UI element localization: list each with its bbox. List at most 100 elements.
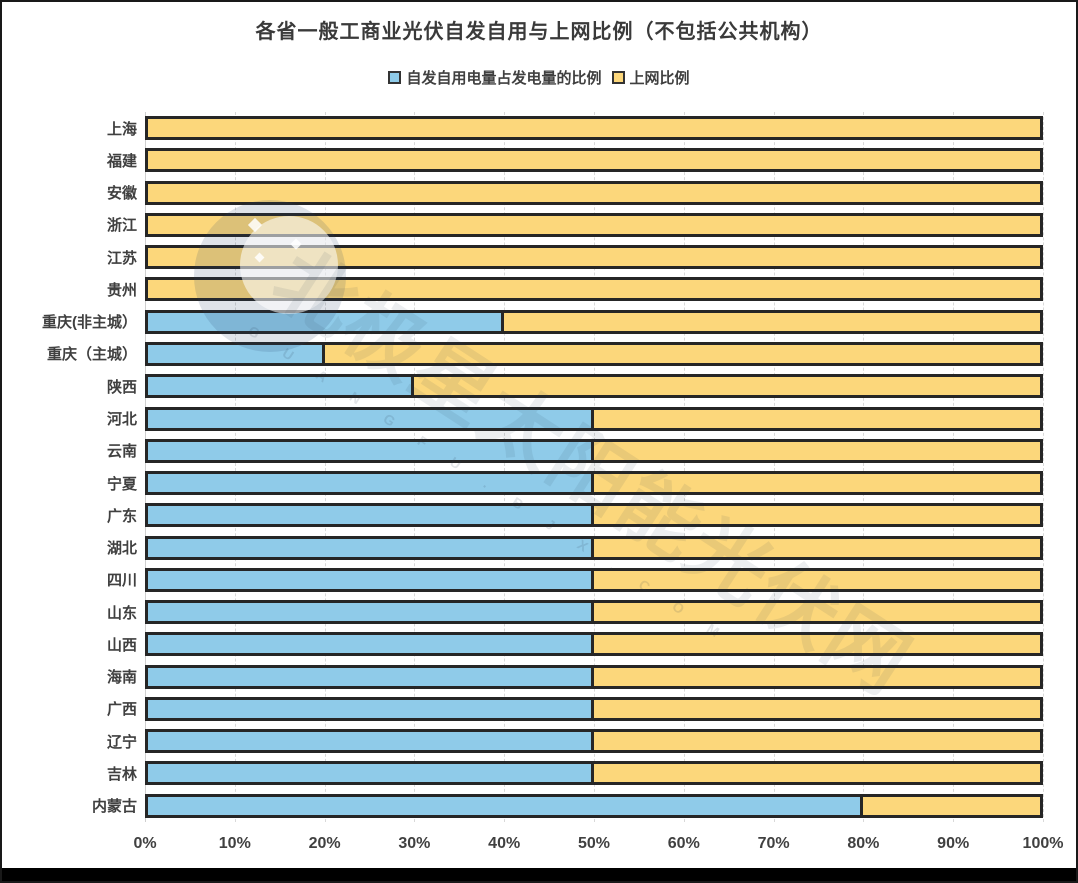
segment-grid-feed [591,729,1043,754]
segment-self-consumption [145,406,594,431]
bar-track [145,341,1043,366]
category-label: 重庆（主城） [46,346,137,364]
category-label: 四川 [106,572,137,590]
legend-item-self-use: 自发自用电量占发电量的比例 [388,67,602,88]
bar-row [145,144,1043,176]
x-tick-label: 70% [757,835,790,852]
y-axis-labels: 上海 福建 安徽 浙江 江苏 贵州 重庆(非主城） 重庆（主城） 陕西 河北 云南 宁夏 广东 湖北 四川山… [2,112,137,822]
bar-track [145,277,1043,302]
segment-grid-feed [145,212,1043,237]
window-bottom-bar [2,868,1076,881]
segment-self-consumption [145,696,594,721]
bar-track [145,600,1043,625]
gridline [1043,112,1044,822]
category-label: 云南 [106,443,137,461]
category-label: 浙江 [106,217,137,235]
x-tick-label: 80% [847,835,880,852]
legend-swatch-self-use [388,71,402,84]
gridline [414,112,416,822]
x-tick-label: 100% [1022,835,1064,852]
bar-row [145,499,1043,531]
x-tick-label: 50% [577,835,611,852]
segment-self-consumption [145,729,594,754]
bar-row [145,564,1043,596]
segment-self-consumption [145,471,594,496]
segment-grid-feed [860,793,1043,818]
category-label: 海南 [106,669,137,687]
segment-self-consumption [145,793,864,818]
bar-track [145,567,1043,592]
bar-track [145,148,1043,173]
bar-rows [145,112,1043,822]
bar-row [145,177,1043,209]
gridline [953,112,955,822]
x-tick-label: 60% [667,835,700,852]
gridline [504,112,506,822]
gridlines [145,112,1044,822]
category-label: 广西 [106,701,137,719]
segment-grid-feed [591,471,1043,496]
gridline [773,112,775,822]
segment-self-consumption [145,761,594,786]
segment-self-consumption [145,309,505,334]
bar-row [145,112,1043,144]
x-tick-label: 90% [937,835,970,852]
segment-grid-feed [145,148,1043,173]
segment-self-consumption [145,438,594,463]
bar-track [145,632,1043,657]
bar-track [145,793,1043,818]
segment-grid-feed [321,341,1043,366]
bar-track [145,406,1043,431]
bar-track [145,309,1043,334]
bar-row [145,209,1043,241]
segment-self-consumption [145,600,594,625]
x-axis: 0% 10% 20% 30% 40% 50% 60% 70% 80% 90% 100% [133,835,1063,859]
plot-area [145,112,1044,822]
category-label: 陕西 [106,378,137,396]
segment-self-consumption [145,341,325,366]
x-tick-label: 10% [218,835,251,852]
bar-row [145,661,1043,693]
bar-row [145,338,1043,370]
bar-track [145,729,1043,754]
gridline [324,112,326,822]
segment-self-consumption [145,535,594,560]
legend-label: 上网比例 [629,70,690,87]
segment-self-consumption [145,374,415,399]
category-label: 重庆(非主城） [42,314,137,332]
category-label: 福建 [106,152,137,170]
segment-self-consumption [145,632,594,657]
segment-grid-feed [591,632,1043,657]
bar-row [145,725,1043,757]
category-label: 上海 [106,120,137,138]
segment-grid-feed [145,116,1043,141]
segment-grid-feed [501,309,1043,334]
bar-row [145,757,1043,789]
gridline [145,112,146,822]
gridline [594,112,595,822]
category-label: 江苏 [106,249,137,267]
segment-grid-feed [591,664,1043,689]
bar-track [145,212,1043,237]
bar-row [145,370,1043,402]
category-label: 山东 [106,604,137,622]
chart-title: 各省一般工商业光伏自发自用与上网比例（不包括公共机构） [255,21,823,43]
bar-row [145,402,1043,434]
category-label: 湖北 [106,540,137,558]
category-label: 山西 [106,636,137,654]
bar-row [145,467,1043,499]
x-tick-label: 40% [488,835,521,852]
segment-self-consumption [145,664,594,689]
segment-grid-feed [591,696,1043,721]
bar-track [145,535,1043,560]
legend-swatch-grid [611,71,625,84]
segment-grid-feed [591,535,1043,560]
bar-track [145,116,1043,141]
category-label: 内蒙古 [91,798,137,816]
segment-grid-feed [591,503,1043,528]
bar-track [145,503,1043,528]
bar-track [145,438,1043,463]
segment-grid-feed [591,600,1043,625]
category-label: 吉林 [106,765,137,783]
